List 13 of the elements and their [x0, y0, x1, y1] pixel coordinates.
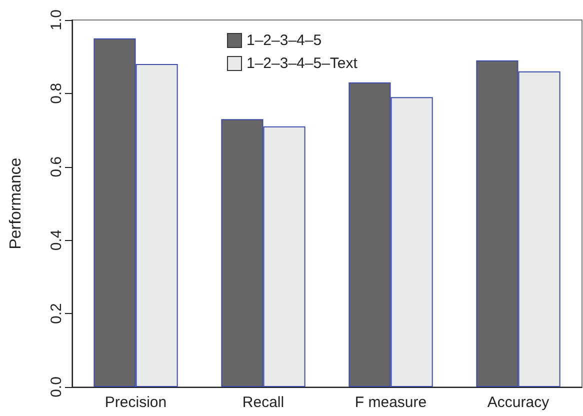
y-tick-label: 0.6 — [48, 156, 65, 178]
legend-label: 1–2–3–4–5 — [246, 32, 322, 49]
y-tick-label: 0.0 — [48, 376, 65, 398]
x-tick-label: Precision — [104, 394, 167, 411]
y-tick-label: 0.8 — [48, 82, 65, 104]
x-tick-label: Accuracy — [487, 394, 550, 411]
x-tick-label: F measure — [354, 394, 427, 411]
y-tick-label: 0.2 — [48, 303, 65, 324]
y-tick-label: 1.0 — [48, 10, 65, 30]
legend-label: 1–2–3–4–5–Text — [246, 55, 358, 72]
x-tick-label: Recall — [242, 394, 284, 411]
y-axis-title: Performance — [8, 158, 24, 250]
y-tick-label: 0.4 — [48, 230, 65, 251]
